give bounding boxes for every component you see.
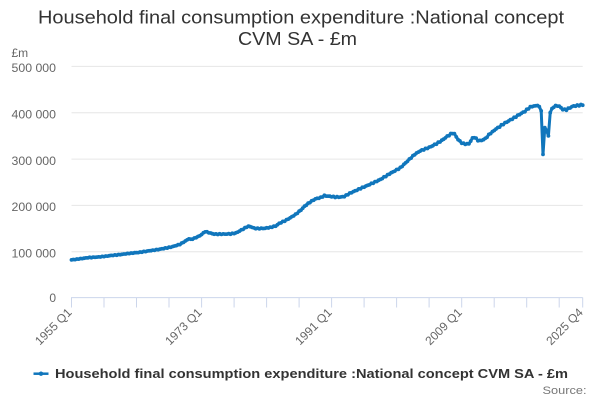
svg-text:£m: £m (12, 46, 29, 60)
svg-text:Source:: Source: (543, 385, 587, 397)
svg-text:Household final consumption ex: Household final consumption expenditure … (55, 367, 568, 381)
svg-text:200 000: 200 000 (12, 200, 57, 214)
svg-text:400 000: 400 000 (12, 107, 57, 121)
svg-text:500 000: 500 000 (12, 61, 57, 75)
svg-text:CVM SA - £m: CVM SA - £m (238, 28, 357, 49)
svg-text:100 000: 100 000 (12, 247, 57, 261)
svg-text:Household final consumption ex: Household final consumption expenditure … (38, 7, 564, 28)
svg-text:300 000: 300 000 (12, 154, 57, 168)
svg-text:0: 0 (49, 291, 56, 305)
